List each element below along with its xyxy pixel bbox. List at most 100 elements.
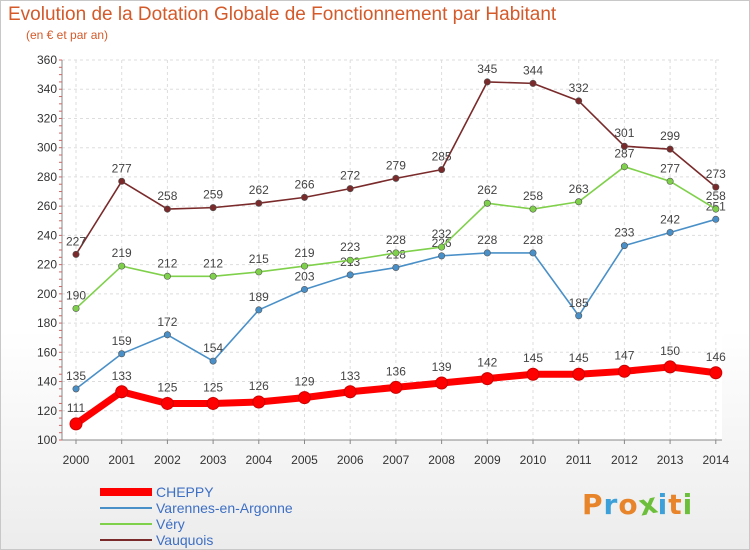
data-point-varennes-en-argonne — [438, 252, 446, 260]
data-label-varennes-en-argonne: 203 — [294, 269, 314, 283]
data-point-cheppy — [115, 385, 129, 399]
data-label-vauquois: 279 — [386, 158, 406, 172]
y-tick-label: 220 — [37, 258, 57, 272]
x-tick-label: 2014 — [702, 453, 729, 467]
chart-title: Evolution de la Dotation Globale de Fonc… — [8, 4, 557, 25]
data-point-very — [483, 199, 491, 207]
data-point-varennes-en-argonne — [255, 306, 263, 314]
x-tick-label: 2013 — [657, 453, 684, 467]
data-point-cheppy — [617, 364, 631, 378]
legend-swatch — [100, 539, 152, 541]
data-label-very: 219 — [112, 246, 132, 260]
data-point-cheppy — [69, 417, 83, 431]
data-point-very — [300, 262, 308, 270]
data-point-vauquois — [209, 204, 217, 212]
data-point-cheppy — [572, 367, 586, 381]
data-point-very — [118, 262, 126, 270]
y-tick-label: 280 — [37, 170, 57, 184]
y-tick-label: 120 — [37, 404, 57, 418]
x-tick-label: 2006 — [337, 453, 364, 467]
data-label-vauquois: 258 — [157, 189, 177, 203]
y-tick-label: 140 — [37, 375, 57, 389]
data-label-very: 228 — [386, 233, 406, 247]
data-point-very — [209, 272, 217, 280]
data-label-vauquois: 259 — [203, 188, 223, 202]
data-label-cheppy: 126 — [249, 379, 269, 393]
data-label-very: 212 — [203, 256, 223, 270]
proxiti-logo[interactable]: Proxiti — [582, 486, 694, 523]
legend-label: Varennes-en-Argonne — [156, 500, 293, 516]
data-label-very: 223 — [340, 240, 360, 254]
data-point-varennes-en-argonne — [712, 215, 720, 223]
data-label-very: 219 — [294, 246, 314, 260]
data-label-vauquois: 332 — [569, 81, 589, 95]
y-tick-label: 360 — [37, 53, 57, 67]
data-point-cheppy — [480, 372, 494, 386]
data-point-very — [72, 304, 80, 312]
data-label-vauquois: 299 — [660, 129, 680, 143]
data-point-varennes-en-argonne — [163, 331, 171, 339]
data-label-vauquois: 262 — [249, 183, 269, 197]
data-label-vauquois: 227 — [66, 234, 86, 248]
data-label-cheppy: 142 — [477, 356, 497, 370]
legend-swatch — [100, 523, 152, 525]
data-point-cheppy — [343, 385, 357, 399]
data-label-cheppy: 146 — [706, 350, 726, 364]
data-label-very: 212 — [157, 256, 177, 270]
data-point-vauquois — [346, 185, 354, 193]
legend-label: Vauquois — [156, 532, 214, 548]
x-tick-label: 2007 — [383, 453, 410, 467]
y-tick-label: 240 — [37, 228, 57, 242]
data-point-varennes-en-argonne — [666, 228, 674, 236]
data-point-varennes-en-argonne — [575, 312, 583, 320]
data-label-very: 190 — [66, 288, 86, 302]
data-label-vauquois: 344 — [523, 63, 543, 77]
x-tick-label: 2010 — [520, 453, 547, 467]
chart-subtitle: (en € et par an) — [26, 28, 109, 42]
data-point-varennes-en-argonne — [346, 271, 354, 279]
data-label-cheppy: 129 — [294, 375, 314, 389]
data-point-vauquois — [300, 193, 308, 201]
data-label-very: 215 — [249, 252, 269, 266]
data-label-varennes-en-argonne: 228 — [523, 233, 543, 247]
data-point-varennes-en-argonne — [392, 264, 400, 272]
legend-swatch — [100, 488, 152, 496]
y-tick-label: 160 — [37, 345, 57, 359]
line-chart: 100 120 140 160 180 200 220 240 260 280 300 320 340 3… — [37, 53, 730, 467]
data-label-cheppy: 125 — [203, 380, 223, 394]
x-tick-label: 2009 — [474, 453, 501, 467]
data-label-very: 262 — [477, 183, 497, 197]
legend-swatch — [100, 507, 152, 509]
x-tick-label: 2012 — [611, 453, 638, 467]
data-point-vauquois — [712, 183, 720, 191]
data-point-vauquois — [575, 97, 583, 105]
x-tick-label: 2001 — [108, 453, 135, 467]
data-point-varennes-en-argonne — [620, 242, 628, 250]
y-tick-label: 320 — [37, 111, 57, 125]
data-point-varennes-en-argonne — [72, 385, 80, 393]
legend-label: CHEPPY — [156, 484, 214, 500]
y-tick-label: 340 — [37, 82, 57, 96]
data-label-cheppy: 145 — [523, 351, 543, 365]
data-point-cheppy — [206, 396, 220, 410]
data-point-very — [666, 177, 674, 185]
data-label-varennes-en-argonne: 233 — [614, 226, 634, 240]
x-tick-label: 2002 — [154, 453, 181, 467]
data-point-cheppy — [160, 396, 174, 410]
data-label-vauquois: 277 — [112, 161, 132, 175]
data-point-cheppy — [389, 380, 403, 394]
data-label-cheppy: 145 — [569, 351, 589, 365]
data-point-vauquois — [72, 250, 80, 258]
data-point-very — [255, 268, 263, 276]
data-label-varennes-en-argonne: 226 — [432, 236, 452, 250]
data-label-vauquois: 301 — [614, 126, 634, 140]
data-label-varennes-en-argonne: 135 — [66, 369, 86, 383]
data-point-varennes-en-argonne — [300, 285, 308, 293]
data-point-varennes-en-argonne — [529, 249, 537, 257]
data-point-vauquois — [255, 199, 263, 207]
data-label-vauquois: 272 — [340, 169, 360, 183]
data-label-varennes-en-argonne: 189 — [249, 290, 269, 304]
data-label-cheppy: 125 — [157, 380, 177, 394]
data-point-cheppy — [435, 376, 449, 390]
data-point-vauquois — [118, 177, 126, 185]
